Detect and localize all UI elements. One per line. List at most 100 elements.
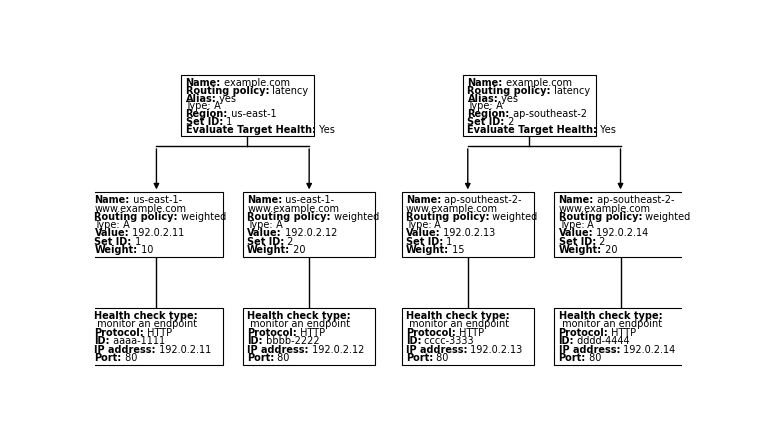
Text: weighted: weighted [642,212,691,222]
Text: Type:: Type: [95,220,120,230]
Text: Alias:: Alias: [468,94,498,104]
Text: ID:: ID: [559,336,574,346]
Text: 2: 2 [596,237,605,247]
Text: IP address:: IP address: [559,345,620,355]
Text: Evaluate Target Health:: Evaluate Target Health: [186,125,315,135]
Text: ID:: ID: [247,336,263,346]
Text: 192.0.2.12: 192.0.2.12 [282,228,337,238]
Bar [90,192,223,256]
Text: us-east-1-: us-east-1- [130,195,182,205]
Text: Set ID:: Set ID: [559,237,596,247]
Text: Routing policy:: Routing policy: [559,212,642,222]
Text: 192.0.2.11: 192.0.2.11 [129,228,184,238]
Text: Region:: Region: [468,109,509,119]
Text: Port:: Port: [406,354,433,363]
Text: Yes: Yes [315,125,334,135]
Text: Set ID:: Set ID: [247,237,284,247]
Text: Set ID:: Set ID: [468,117,505,127]
Text: HTTP: HTTP [608,328,637,338]
Text: A: A [273,220,283,230]
Text: example.com: example.com [503,78,572,88]
Bar [90,308,223,365]
Text: A: A [584,220,594,230]
Bar [243,308,375,365]
Text: 1: 1 [132,237,141,247]
Text: 1: 1 [223,117,232,127]
Text: Value:: Value: [559,228,594,238]
Bar [402,192,534,256]
Text: Weight:: Weight: [95,245,138,255]
Text: Port:: Port: [95,354,122,363]
Text: Set ID:: Set ID: [95,237,132,247]
Text: latency: latency [551,86,590,96]
Text: Protocol:: Protocol: [559,328,608,338]
Text: 192.0.2.14: 192.0.2.14 [594,228,648,238]
Text: Type:: Type: [406,220,431,230]
Text: monitor an endpoint: monitor an endpoint [406,319,509,329]
Text: 15: 15 [449,245,465,255]
Text: Weight:: Weight: [406,245,449,255]
Text: 192.0.2.14: 192.0.2.14 [620,345,675,355]
Text: 10: 10 [138,245,153,255]
Text: yes: yes [216,94,236,104]
Text: Health check type:: Health check type: [559,311,662,321]
Text: 80: 80 [274,354,290,363]
Text: 2: 2 [505,117,514,127]
Bar [181,75,314,136]
Text: Health check type:: Health check type: [247,311,351,321]
Text: 80: 80 [433,354,449,363]
Text: IP address:: IP address: [247,345,309,355]
Bar [243,192,375,256]
Bar [554,192,687,256]
Text: Protocol:: Protocol: [95,328,144,338]
Text: monitor an endpoint: monitor an endpoint [247,319,350,329]
Text: Type:: Type: [186,101,211,111]
Text: Evaluate Target Health:: Evaluate Target Health: [468,125,597,135]
Text: 1: 1 [443,237,453,247]
Text: A: A [120,220,130,230]
Text: weighted: weighted [178,212,226,222]
Text: us-east-1-: us-east-1- [283,195,334,205]
Text: 192.0.2.12: 192.0.2.12 [309,345,364,355]
Text: Set ID:: Set ID: [186,117,223,127]
Text: yes: yes [498,94,518,104]
Text: 2: 2 [284,237,294,247]
Text: Weight:: Weight: [559,245,602,255]
Text: A: A [211,101,221,111]
Text: HTTP: HTTP [144,328,172,338]
Text: Routing policy:: Routing policy: [468,86,551,96]
Text: A: A [493,101,503,111]
Text: HTTP: HTTP [456,328,484,338]
Text: us-east-1: us-east-1 [227,109,277,119]
Text: Routing policy:: Routing policy: [186,86,269,96]
Text: weighted: weighted [330,212,379,222]
Text: Health check type:: Health check type: [95,311,198,321]
Text: Yes: Yes [597,125,616,135]
Text: Type:: Type: [247,220,273,230]
Text: www.example.com: www.example.com [406,204,498,214]
Text: Port:: Port: [247,354,274,363]
Text: latency: latency [269,86,309,96]
Text: 80: 80 [586,354,601,363]
Text: Value:: Value: [247,228,282,238]
Text: 192.0.2.13: 192.0.2.13 [440,228,496,238]
Text: monitor an endpoint: monitor an endpoint [95,319,198,329]
Text: ap-southeast-2: ap-southeast-2 [509,109,587,119]
Bar [463,75,596,136]
Bar [402,308,534,365]
Text: bbbb-2222: bbbb-2222 [263,336,319,346]
Text: Name:: Name: [95,195,130,205]
Text: ap-southeast-2-: ap-southeast-2- [441,195,522,205]
Text: example.com: example.com [221,78,290,88]
Text: 192.0.2.11: 192.0.2.11 [156,345,211,355]
Text: Protocol:: Protocol: [406,328,456,338]
Text: 192.0.2.13: 192.0.2.13 [467,345,522,355]
Text: Alias:: Alias: [186,94,216,104]
Text: weighted: weighted [490,212,537,222]
Text: HTTP: HTTP [297,328,325,338]
Text: Name:: Name: [468,78,503,88]
Text: dddd-4444: dddd-4444 [574,336,630,346]
Text: A: A [431,220,441,230]
Bar [554,308,687,365]
Text: 80: 80 [122,354,137,363]
